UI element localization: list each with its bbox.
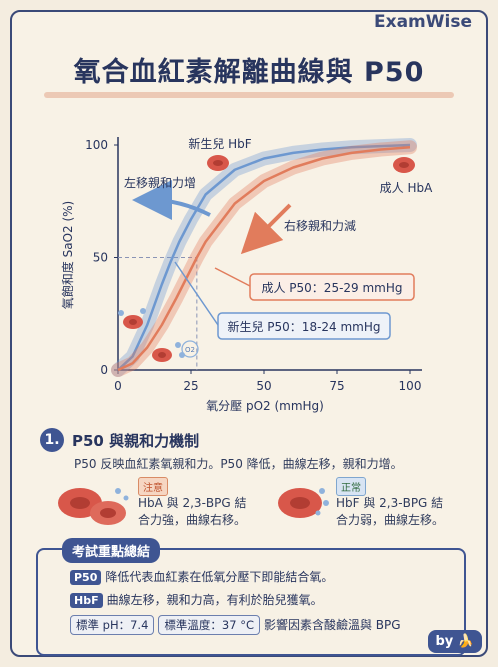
p50-summary-text: 降低代表血紅素在低氧分壓下即能結合氧。: [105, 570, 334, 584]
dissociation-chart: 0 25 50 75 100 0 50 100 氧飽和度 SaO2 (%) 氧分壓 pO2 (…: [60, 136, 433, 413]
hbf-note-line-2: 合力弱，曲線左移。: [336, 513, 445, 527]
red-blood-cell-cluster-icon: [58, 488, 129, 525]
summary-row-p50: P50 降低代表血紅素在低氧分壓下即能結合氧。: [70, 568, 333, 585]
x-tick-label: 100: [399, 379, 422, 393]
summary-row-standards: 標準 pH：7.4 標準溫度：37 °C 影響因素含酸鹼溫與 BPG: [70, 615, 401, 635]
title-underline: [44, 92, 454, 98]
section-text: P50 反映血紅素氧親和力。P50 降低，曲線左移，親和力增。: [74, 457, 403, 471]
left-shift-label: 左移親和力增: [124, 175, 196, 190]
page-title: 氧合血紅素解離曲線與 P50: [73, 57, 425, 88]
caution-tag: 注意: [138, 477, 168, 496]
red-blood-cell-icon: [152, 348, 172, 362]
y-tick-label: 100: [85, 138, 108, 152]
right-shift-arrow: [240, 203, 292, 255]
factors-text: 影響因素含酸鹼溫與 BPG: [263, 618, 401, 632]
summary-box: [36, 548, 466, 656]
o2-label: O2: [185, 346, 195, 354]
standard-ph-pill: 標準 pH：7.4: [70, 615, 155, 635]
hbf-badge: HbF: [70, 593, 103, 608]
y-tick-label: 0: [100, 363, 108, 377]
y-axis-label: 氧飽和度 SaO2 (%): [60, 201, 75, 309]
x-tick-label: 0: [114, 379, 122, 393]
hba-note-line-2: 合力強，曲線右移。: [138, 513, 247, 527]
brand-logo: ExamWise: [370, 12, 476, 32]
x-axis-label: 氧分壓 pO2 (mmHg): [206, 399, 324, 413]
hbf-summary-text: 曲線左移，親和力高，有利於胎兒獲氧。: [106, 593, 323, 607]
red-blood-cell-icon: [123, 315, 143, 329]
summary-row-hbf: HbF 曲線左移，親和力高，有利於胎兒獲氧。: [70, 591, 323, 608]
red-blood-cell-cluster-icon: [278, 488, 329, 518]
x-tick-label: 75: [329, 379, 344, 393]
section-number: 1.: [40, 428, 64, 452]
cell-illustrations: [58, 488, 329, 525]
fetal-p50-callout: 新生兒 P50：18-24 mmHg: [174, 261, 391, 340]
y-tick-label: 50: [93, 251, 108, 265]
x-tick-label: 25: [183, 379, 198, 393]
red-blood-cell-icon: [393, 157, 415, 173]
section-title: P50 與親和力機制: [72, 432, 200, 450]
left-shift-arrow: [132, 180, 211, 221]
hbf-note-line-1: HbF 與 2,3-BPG 結: [336, 496, 444, 510]
oxygen-bubble-icon: O2: [118, 308, 199, 358]
hba-note-line-1: HbA 與 2,3-BPG 結: [138, 496, 247, 510]
x-tick-label: 50: [256, 379, 271, 393]
adult-series-label: 成人 HbA: [380, 181, 433, 195]
right-shift-label: 右移親和力減: [284, 218, 356, 233]
normal-tag: 正常: [336, 477, 366, 496]
adult-hba-curve: [117, 146, 411, 372]
adult-p50-callout: 成人 P50：25-29 mmHg: [214, 267, 415, 301]
summary-heading: 考試重點總結: [62, 538, 161, 563]
p50-badge: P50: [70, 570, 102, 585]
adult-p50-text: 成人 P50：25-29 mmHg: [261, 281, 402, 295]
red-blood-cell-icon: [207, 155, 229, 171]
fetal-series-label: 新生兒 HbF: [188, 136, 251, 151]
fetal-hbf-curve: [117, 143, 411, 371]
author-badge: by 🍌: [427, 630, 482, 653]
fetal-p50-text: 新生兒 P50：18-24 mmHg: [227, 319, 380, 334]
standard-temp-pill: 標準溫度：37 °C: [158, 615, 260, 635]
